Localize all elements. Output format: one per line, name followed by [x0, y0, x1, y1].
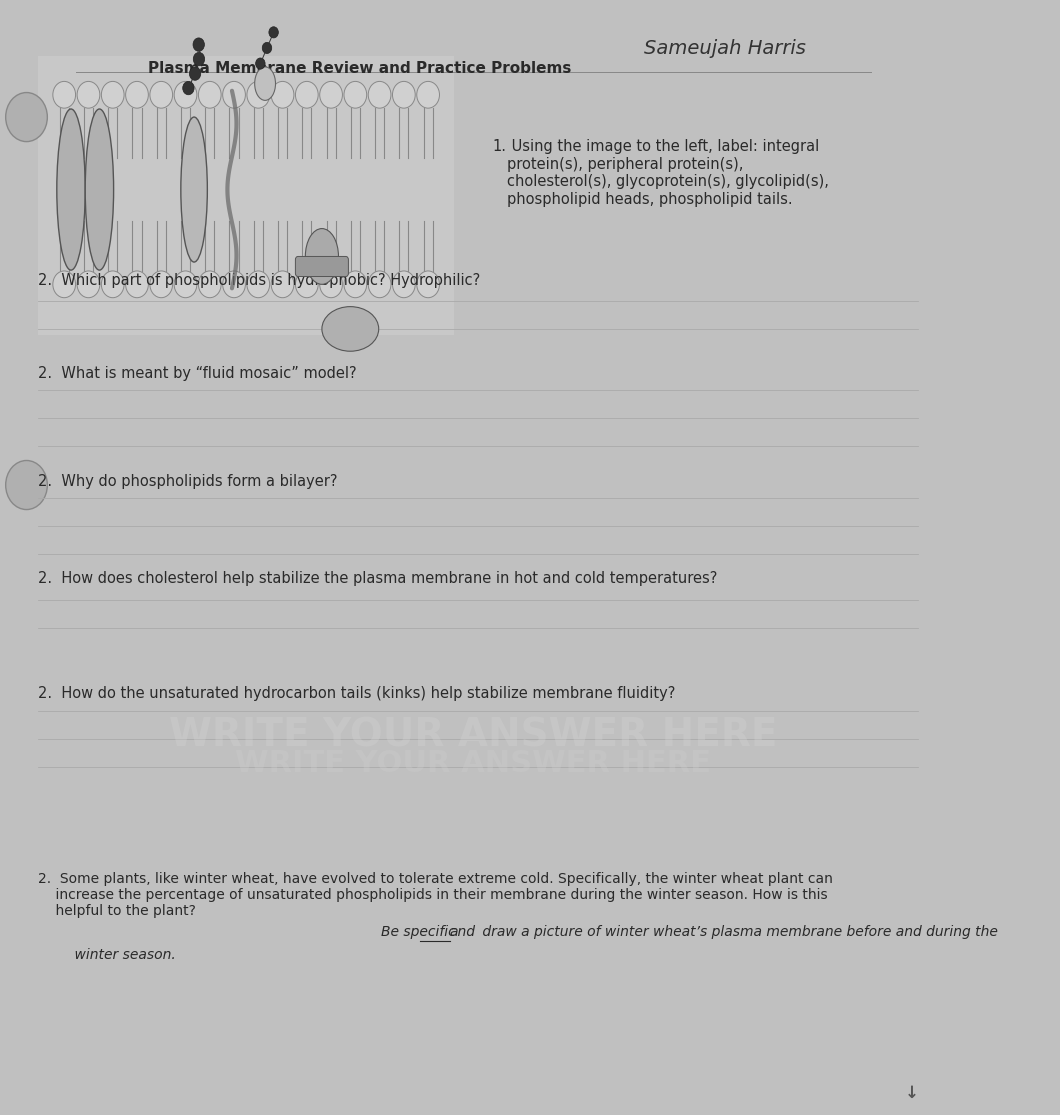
Circle shape [368, 81, 391, 108]
Text: 2.  How do the unsaturated hydrocarbon tails (kinks) help stabilize membrane flu: 2. How do the unsaturated hydrocarbon ta… [38, 686, 675, 700]
Circle shape [320, 81, 342, 108]
Text: winter season.: winter season. [57, 948, 176, 962]
Circle shape [126, 271, 148, 298]
Circle shape [344, 81, 367, 108]
Circle shape [174, 271, 197, 298]
Circle shape [5, 93, 48, 142]
Circle shape [53, 271, 75, 298]
Text: draw a picture of winter wheat’s plasma membrane before and during the: draw a picture of winter wheat’s plasma … [478, 925, 999, 940]
Text: 2.  What is meant by “fluid mosaic” model?: 2. What is meant by “fluid mosaic” model… [38, 366, 356, 380]
Text: ↓: ↓ [904, 1084, 918, 1102]
Circle shape [247, 81, 269, 108]
Text: WRITE YOUR ANSWER HERE: WRITE YOUR ANSWER HERE [235, 749, 711, 778]
Circle shape [102, 81, 124, 108]
Text: 2.  Which part of phospholipids is hydrophobic? Hydrophilic?: 2. Which part of phospholipids is hydrop… [38, 273, 480, 288]
Circle shape [193, 38, 205, 51]
Circle shape [198, 271, 222, 298]
Text: WRITE YOUR ANSWER HERE: WRITE YOUR ANSWER HERE [170, 717, 778, 755]
Circle shape [182, 81, 194, 95]
Ellipse shape [305, 229, 338, 284]
Circle shape [193, 52, 205, 66]
Circle shape [296, 271, 318, 298]
Circle shape [77, 81, 100, 108]
Circle shape [53, 81, 75, 108]
FancyBboxPatch shape [38, 56, 455, 334]
Ellipse shape [181, 117, 208, 262]
Text: Using the image to the left, label: integral
protein(s), peripheral protein(s),
: Using the image to the left, label: inte… [507, 139, 829, 206]
Ellipse shape [254, 67, 276, 100]
Circle shape [320, 271, 342, 298]
Circle shape [271, 81, 294, 108]
Text: Sameujah Harris: Sameujah Harris [643, 39, 806, 58]
Circle shape [392, 271, 416, 298]
Circle shape [296, 81, 318, 108]
Circle shape [174, 81, 197, 108]
Text: Be specific: Be specific [381, 925, 460, 940]
Circle shape [126, 81, 148, 108]
Circle shape [392, 81, 416, 108]
Circle shape [198, 81, 222, 108]
Ellipse shape [85, 109, 113, 270]
Text: and: and [449, 925, 476, 940]
Text: 2.  Why do phospholipids form a bilayer?: 2. Why do phospholipids form a bilayer? [38, 474, 337, 488]
Text: 2.  How does cholesterol help stabilize the plasma membrane in hot and cold temp: 2. How does cholesterol help stabilize t… [38, 571, 718, 585]
Circle shape [417, 271, 440, 298]
Ellipse shape [57, 109, 85, 270]
Circle shape [344, 271, 367, 298]
Circle shape [5, 460, 48, 510]
Circle shape [190, 67, 200, 80]
FancyBboxPatch shape [296, 256, 349, 277]
Circle shape [247, 271, 269, 298]
Circle shape [102, 271, 124, 298]
Circle shape [269, 27, 279, 38]
Circle shape [223, 81, 246, 108]
Circle shape [77, 271, 100, 298]
Text: 1.: 1. [492, 139, 507, 154]
Circle shape [417, 81, 440, 108]
Circle shape [368, 271, 391, 298]
Circle shape [149, 81, 173, 108]
Circle shape [149, 271, 173, 298]
Text: 2.  Some plants, like winter wheat, have evolved to tolerate extreme cold. Speci: 2. Some plants, like winter wheat, have … [38, 872, 833, 919]
Circle shape [262, 42, 271, 54]
Circle shape [255, 58, 265, 69]
Circle shape [223, 271, 246, 298]
Circle shape [271, 271, 294, 298]
Ellipse shape [322, 307, 378, 351]
Text: Plasma Membrane Review and Practice Problems: Plasma Membrane Review and Practice Prob… [148, 61, 571, 76]
